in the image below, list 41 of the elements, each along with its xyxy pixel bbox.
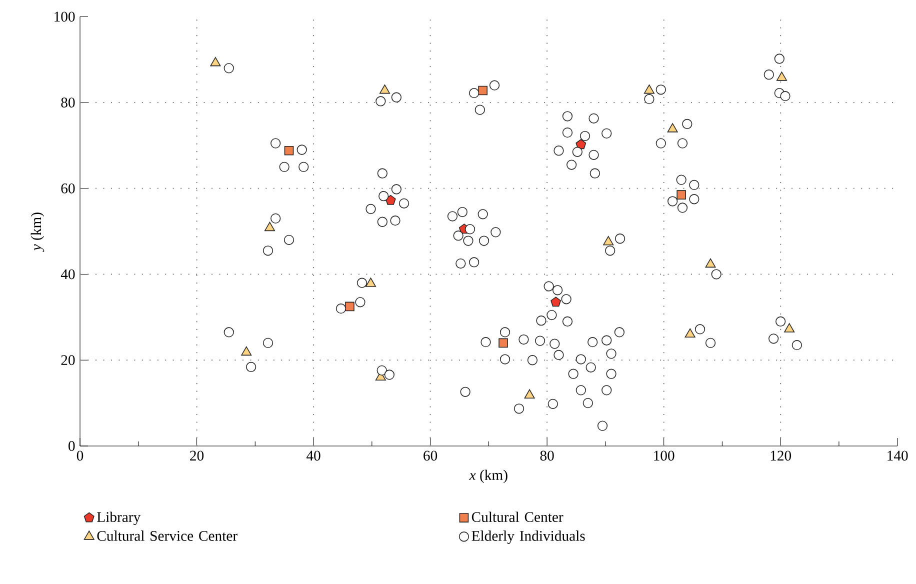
point bbox=[380, 84, 390, 94]
point bbox=[644, 84, 654, 94]
point bbox=[365, 278, 376, 287]
x-axis-title: x (km) bbox=[469, 470, 508, 484]
legend-label: Elderly Individuals bbox=[472, 530, 585, 544]
x-tick-label: 0 bbox=[76, 450, 84, 461]
x-tick-label: 40 bbox=[306, 450, 320, 461]
point bbox=[576, 139, 586, 150]
point bbox=[210, 57, 221, 66]
y-tick-label: 60 bbox=[61, 183, 75, 194]
y-tick-label: 40 bbox=[60, 269, 75, 280]
y-tick-label: 100 bbox=[54, 12, 75, 22]
x-tick-label: 120 bbox=[770, 450, 792, 461]
y-tick-label: 20 bbox=[61, 355, 75, 366]
y-tick-label: 0 bbox=[68, 441, 75, 451]
point bbox=[676, 190, 686, 200]
point bbox=[241, 346, 252, 356]
x-tick-label: 140 bbox=[888, 450, 908, 461]
point bbox=[345, 302, 354, 312]
point bbox=[667, 123, 678, 132]
point bbox=[784, 323, 795, 332]
y-axis-title: y (km) bbox=[30, 212, 44, 252]
x-tick-label: 80 bbox=[540, 450, 554, 461]
x-tick-label: 20 bbox=[190, 450, 204, 461]
point bbox=[498, 338, 508, 348]
point bbox=[684, 328, 696, 338]
legend-label: Cultural Service Center bbox=[97, 530, 238, 541]
point bbox=[385, 194, 396, 205]
point bbox=[705, 258, 716, 268]
point bbox=[284, 146, 294, 156]
point bbox=[264, 222, 275, 232]
y-tick-label: 80 bbox=[61, 98, 75, 108]
point bbox=[524, 389, 535, 399]
legend-label: Library bbox=[97, 512, 141, 526]
x-tick-label: 60 bbox=[424, 450, 438, 461]
point bbox=[478, 86, 488, 96]
point bbox=[603, 236, 614, 246]
x-tick-label: 100 bbox=[654, 450, 674, 461]
point bbox=[550, 296, 562, 307]
legend-label: Cultural Center bbox=[472, 512, 564, 522]
point bbox=[776, 72, 787, 81]
